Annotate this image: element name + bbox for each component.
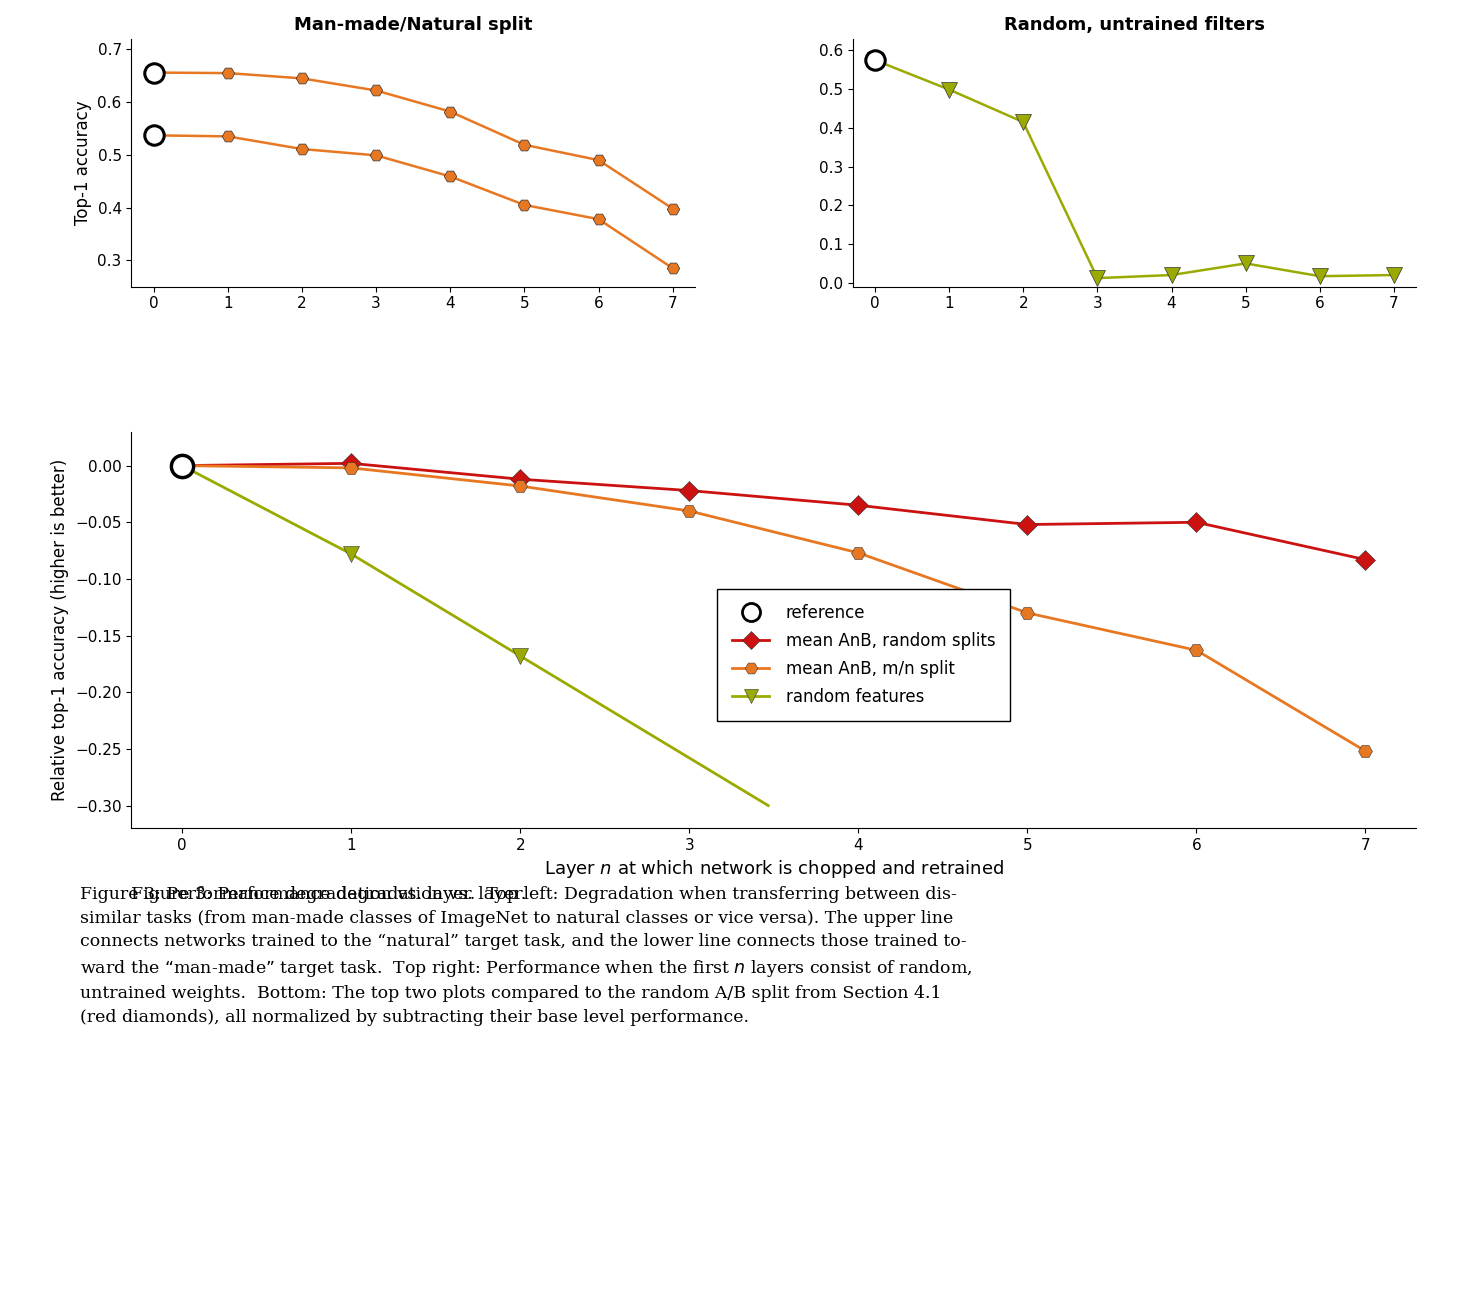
Text: Figure 3: Performance degradation vs. layer.  Top left: Degradation when transfe: Figure 3: Performance degradation vs. la… xyxy=(80,886,972,1026)
Text: Figure 3: Performance degradation vs. layer.: Figure 3: Performance degradation vs. la… xyxy=(131,886,531,903)
X-axis label: Layer $n$ at which network is chopped and retrained: Layer $n$ at which network is chopped an… xyxy=(543,858,1004,880)
Legend: reference, mean AnB, random splits, mean AnB, m/n split, random features: reference, mean AnB, random splits, mean… xyxy=(717,589,1010,721)
Title: Man-made/Natural split: Man-made/Natural split xyxy=(293,17,533,35)
Y-axis label: Top-1 accuracy: Top-1 accuracy xyxy=(74,101,92,225)
Title: Random, untrained filters: Random, untrained filters xyxy=(1004,17,1264,35)
Y-axis label: Relative top-1 accuracy (higher is better): Relative top-1 accuracy (higher is bette… xyxy=(51,459,70,801)
